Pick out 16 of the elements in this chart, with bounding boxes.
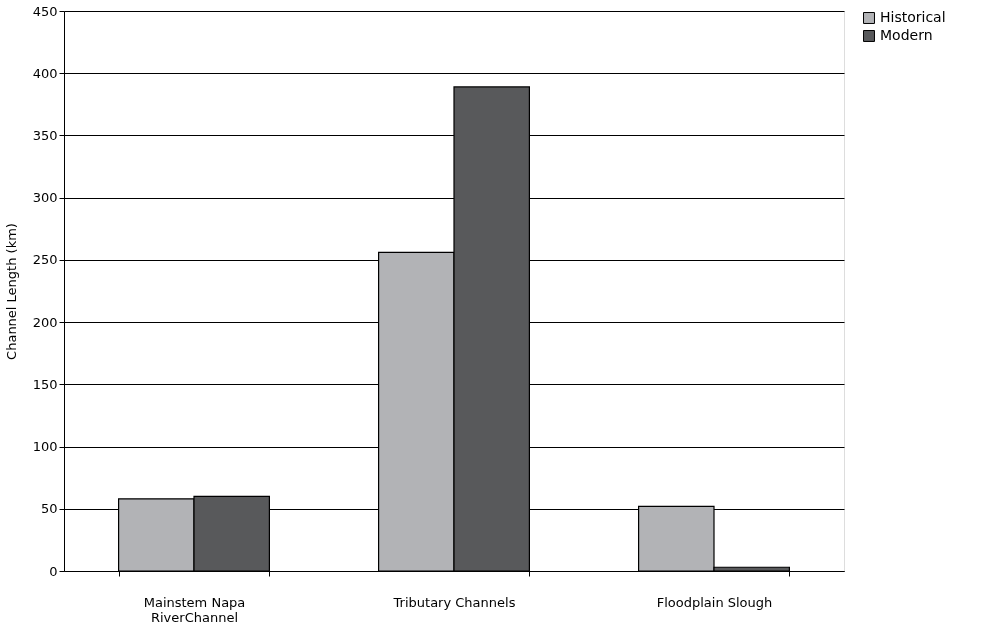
x-tick-label: Floodplain Slough — [656, 594, 773, 610]
y-tick-label: 100 — [32, 439, 58, 455]
y-axis-title: Channel Length (km) — [3, 223, 19, 360]
y-tick-label: 0 — [49, 563, 58, 579]
y-tick-label: 300 — [32, 190, 58, 206]
x-tick-label: Tributary Channels — [392, 594, 516, 610]
y-tick-label: 200 — [32, 314, 58, 330]
y-tick-label: 450 — [32, 3, 58, 19]
y-tick-label: 400 — [32, 65, 58, 81]
legend-label: Modern — [880, 27, 933, 43]
legend-label: Historical — [880, 9, 946, 25]
x-tick-label: Mainstem Napa RiverChannel — [143, 594, 246, 625]
y-tick-label: 350 — [32, 127, 58, 143]
y-tick-label: 150 — [32, 376, 58, 392]
y-tick-label: 50 — [40, 501, 58, 517]
y-tick-label: 250 — [32, 252, 58, 268]
